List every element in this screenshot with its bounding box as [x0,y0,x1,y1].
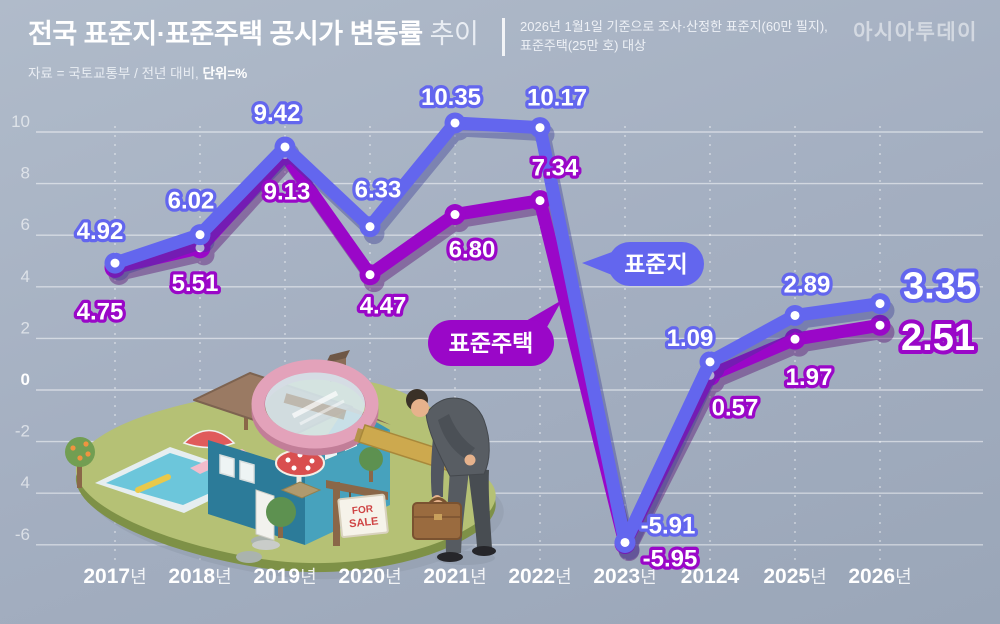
y-axis-tick: 6 [21,215,30,234]
page-title: 전국 표준지·표준주택 공시가 변동률 추이 [28,12,479,51]
basis-note-line2: 표준주택(25만 호) 대상 [520,38,647,53]
legend-label: 표준주택 [449,330,534,356]
x-axis-label: 2025년 [763,565,826,588]
x-axis-label: 2021년 [423,565,486,588]
y-axis-tick: -6 [15,525,30,544]
value-label: 4.92 [77,218,124,245]
svg-text:FOR: FOR [351,504,374,517]
value-label: 9.13 [264,178,311,205]
series-standard-land [104,112,895,560]
asiatoday-logo: 아시아투데이 [853,21,978,44]
businessman-icon [406,389,496,565]
y-axis-tick: -2 [15,422,30,441]
value-label: 4.75 [77,298,124,325]
header-divider [502,18,505,56]
page-title-suffix: 추이 [422,19,479,49]
x-axis-label: 20124 [681,565,740,588]
basis-note: 2026년 1월1일 기준으로 조사·산정한 표준지(60만 필지), 표준주택… [520,17,828,55]
value-label: 1.09 [667,325,714,352]
value-label: 10.35 [421,84,481,111]
value-label: 0.57 [712,394,759,421]
value-label: 3.35 [903,266,977,308]
x-axis-label: 2018년 [168,565,231,588]
x-axis-label: 2017년 [83,565,146,588]
property-inspection-illustration: FOR SALE [65,350,504,580]
basis-note-line1: 2026년 1월1일 기준으로 조사·산정한 표준지(60만 필지), [520,19,828,34]
mushroom-parasol-icon [275,449,325,499]
value-labels-layer: 4.92 6.02 9.42 6.33 10.35 10.17 -5.91 1.09 2.89 3… [73,81,981,576]
unit-note: 단위=% [202,66,248,81]
x-axis-label: 2022년 [508,565,571,588]
value-label: 6.80 [449,237,496,264]
value-label: 6.33 [355,177,402,204]
y-axis-tick: 4 [21,473,30,492]
value-label: 5.51 [172,270,219,297]
value-label: 4.47 [360,293,407,320]
x-axis-label: 2019년 [253,565,316,588]
value-label: 2.89 [784,271,831,298]
y-axis-tick: 4 [21,267,30,286]
source-note-text: 자료 = 국토교통부 / 전년 대비, [28,66,203,81]
value-label: 2.51 [901,317,975,359]
x-axis-layer: 2017년 2018년 2019년 2020년 2021년 2022년 2023년 20124… [83,565,911,588]
x-axis-label: 2026년 [848,565,911,588]
value-label: 9.42 [254,100,301,127]
value-label: 10.17 [527,85,587,112]
y-axis-tick: 0 [21,370,30,389]
page-title-main: 전국 표준지·표준주택 공시가 변동률 [28,19,423,49]
x-axis-label: 2023년 [593,565,656,588]
series-layer [104,112,895,562]
source-note: 자료 = 국토교통부 / 전년 대비, 단위=% [28,62,247,82]
svg-text:SALE: SALE [349,515,379,530]
y-axis-tick: 8 [21,164,30,183]
legend-callout-standard-land: 표준지 [582,242,704,286]
value-label: -5.95 [643,546,698,573]
tree-icon [266,447,383,538]
legend-callout-standard-housing: 표준주택 [428,300,562,366]
y-axis-tick: 2 [21,318,30,337]
x-axis-label: 2020년 [338,565,401,588]
value-label: 7.34 [532,155,579,182]
sale-sign-icon: FOR SALE [326,480,389,546]
magnifier-icon [251,359,472,477]
legend-label: 표준지 [624,251,687,277]
value-label: 1.97 [786,364,833,391]
value-label: 6.02 [168,188,215,215]
value-label: -5.91 [641,512,696,539]
y-axis-tick: 10 [11,112,30,131]
